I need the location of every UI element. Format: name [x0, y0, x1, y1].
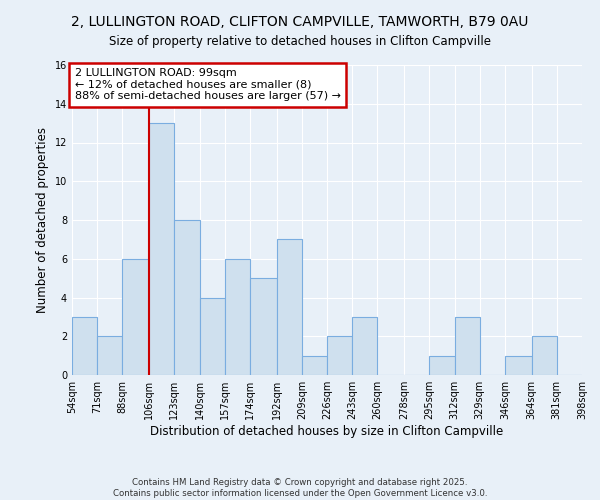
X-axis label: Distribution of detached houses by size in Clifton Campville: Distribution of detached houses by size …	[151, 425, 503, 438]
Bar	[149, 123, 174, 375]
Text: 2 LULLINGTON ROAD: 99sqm
← 12% of detached houses are smaller (8)
88% of semi-de: 2 LULLINGTON ROAD: 99sqm ← 12% of detach…	[74, 68, 341, 102]
Bar	[250, 278, 277, 375]
Bar	[429, 356, 455, 375]
Bar	[505, 356, 532, 375]
Text: 2, LULLINGTON ROAD, CLIFTON CAMPVILLE, TAMWORTH, B79 0AU: 2, LULLINGTON ROAD, CLIFTON CAMPVILLE, T…	[71, 15, 529, 29]
Text: Contains HM Land Registry data © Crown copyright and database right 2025.
Contai: Contains HM Land Registry data © Crown c…	[113, 478, 487, 498]
Bar	[97, 336, 122, 375]
Bar	[122, 259, 149, 375]
Bar	[302, 356, 327, 375]
Bar	[225, 259, 250, 375]
Y-axis label: Number of detached properties: Number of detached properties	[36, 127, 49, 313]
Bar	[72, 317, 97, 375]
Bar	[327, 336, 352, 375]
Bar	[277, 240, 302, 375]
Bar	[455, 317, 480, 375]
Bar	[352, 317, 377, 375]
Bar	[174, 220, 199, 375]
Bar	[199, 298, 225, 375]
Text: Size of property relative to detached houses in Clifton Campville: Size of property relative to detached ho…	[109, 35, 491, 48]
Bar	[532, 336, 557, 375]
